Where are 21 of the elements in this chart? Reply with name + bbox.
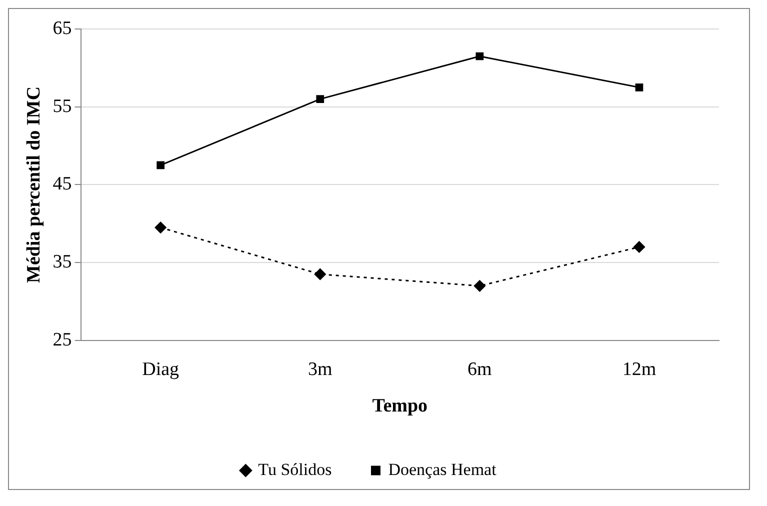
point xyxy=(316,95,324,103)
x-tick-label: Diag xyxy=(142,358,180,380)
x-tick-label: 12m xyxy=(622,358,656,380)
y-tick-label: 55 xyxy=(52,96,72,117)
y-axis-title: Média percentil do IMC xyxy=(23,86,44,283)
point xyxy=(476,52,484,60)
x-tick-label: 3m xyxy=(308,358,332,380)
y-tick-label: 45 xyxy=(52,174,72,195)
y-tick-label: 25 xyxy=(52,329,72,350)
point xyxy=(635,83,644,92)
legend-label: Tu Sólidos xyxy=(258,460,332,479)
point xyxy=(474,280,486,292)
point xyxy=(154,222,166,234)
x-axis-title: Tempo xyxy=(372,396,428,417)
x-tick-label: 6m xyxy=(468,358,492,380)
point xyxy=(314,268,326,280)
legend-label: Doenças Hemat xyxy=(388,460,497,479)
point xyxy=(633,241,645,253)
point xyxy=(156,161,165,170)
y-tick-label: 35 xyxy=(52,252,72,273)
y-tick-label: 65 xyxy=(52,18,72,39)
